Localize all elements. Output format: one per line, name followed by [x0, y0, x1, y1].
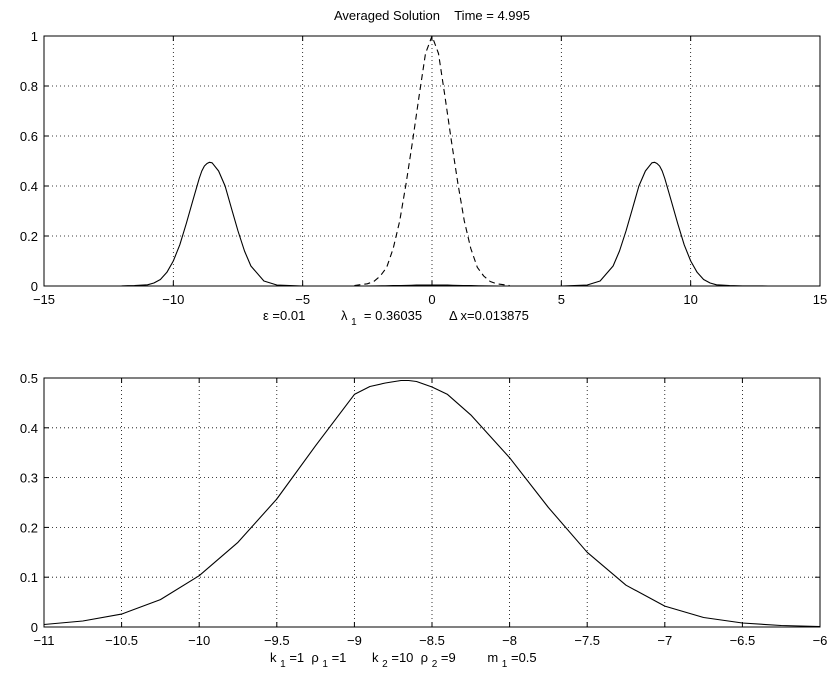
x-tick-label: 5: [558, 292, 565, 307]
k2-subscript: 2: [382, 659, 388, 670]
bottom-chart: −11 −10.5 −10 −9.5 −9 −8.5 −8 −7.5 −7 −6.5 −6 0 0.1 0…: [20, 371, 827, 670]
top-chart: Averaged Solution Time = 4.995 −15 −10 −5 0…: [20, 8, 827, 328]
epsilon-param: ε =0.01: [263, 308, 305, 323]
y-tick-label: 0.6: [20, 129, 38, 144]
top-ticks: −15 −10 −5 0 5 10 15 0 0.2 0.4 0.6 0.8 1: [20, 29, 827, 307]
top-grid: [44, 36, 820, 286]
x-tick-label: −7: [657, 633, 672, 648]
x-tick-label: −8.5: [419, 633, 445, 648]
x-tick-label: 0: [428, 292, 435, 307]
y-tick-label: 0.2: [20, 229, 38, 244]
lambda-value: = 0.36035: [360, 308, 422, 323]
rho2-subscript: 2: [432, 659, 438, 670]
x-tick-label: 10: [683, 292, 697, 307]
rho1-subscript: 1: [322, 659, 328, 670]
y-tick-label: 0.8: [20, 79, 38, 94]
x-tick-label: −10: [162, 292, 184, 307]
lambda-subscript: 1: [351, 317, 357, 328]
chart-title: Averaged Solution Time = 4.995: [334, 8, 530, 23]
x-tick-label: −9.5: [264, 633, 290, 648]
y-tick-label: 0.3: [20, 471, 38, 486]
top-params-line: ε =0.01 λ 1 = 0.36035 Δ x=0.013875: [263, 308, 529, 328]
x-tick-label: −7.5: [574, 633, 600, 648]
x-tick-label: −8: [502, 633, 517, 648]
k1-subscript: 1: [280, 659, 286, 670]
bottom-ticks: −11 −10.5 −10 −9.5 −9 −8.5 −8 −7.5 −7 −6.5 −6 0 0.1 0…: [20, 371, 827, 648]
y-tick-label: 0.2: [20, 520, 38, 535]
lambda-symbol: λ: [341, 308, 348, 323]
y-tick-label: 0.1: [20, 570, 38, 585]
y-tick-label: 1: [31, 29, 38, 44]
k1-symbol: k: [270, 650, 277, 665]
y-tick-label: 0.5: [20, 371, 38, 386]
m1-symbol: m: [487, 650, 498, 665]
y-tick-label: 0.4: [20, 179, 38, 194]
m1-value: =0.5: [511, 650, 537, 665]
m1-subscript: 1: [502, 659, 508, 670]
bottom-grid: [44, 378, 820, 627]
rho1-symbol: ρ: [311, 650, 318, 665]
rho2-value: =9: [441, 650, 456, 665]
solid-series-line: [43, 379, 821, 628]
rho1-value: =1: [332, 650, 347, 665]
dashed-series-line: [354, 35, 510, 287]
bottom-series: [43, 379, 821, 628]
k2-value: =10: [391, 650, 417, 665]
x-tick-label: −6.5: [730, 633, 756, 648]
y-tick-label: 0: [31, 279, 38, 294]
top-series: [95, 35, 769, 287]
dx-param: Δ x=0.013875: [449, 308, 529, 323]
x-tick-label: −5: [295, 292, 310, 307]
y-tick-label: 0.4: [20, 421, 38, 436]
solid-series-line: [95, 161, 769, 287]
k1-value: =1: [289, 650, 307, 665]
x-tick-label: −11: [33, 633, 54, 648]
y-tick-label: 0: [31, 620, 38, 635]
x-tick-label: −10: [188, 633, 210, 648]
x-tick-label: −6: [813, 633, 828, 648]
k2-symbol: k: [372, 650, 379, 665]
x-tick-label: 15: [813, 292, 827, 307]
x-tick-label: −10.5: [105, 633, 138, 648]
x-tick-label: −9: [347, 633, 362, 648]
x-tick-label: −15: [33, 292, 55, 307]
bottom-params-line: k 1 =1 ρ 1 =1 k 2 =10 ρ 2 =9 m 1 =0.5: [270, 650, 537, 670]
rho2-symbol: ρ: [421, 650, 428, 665]
